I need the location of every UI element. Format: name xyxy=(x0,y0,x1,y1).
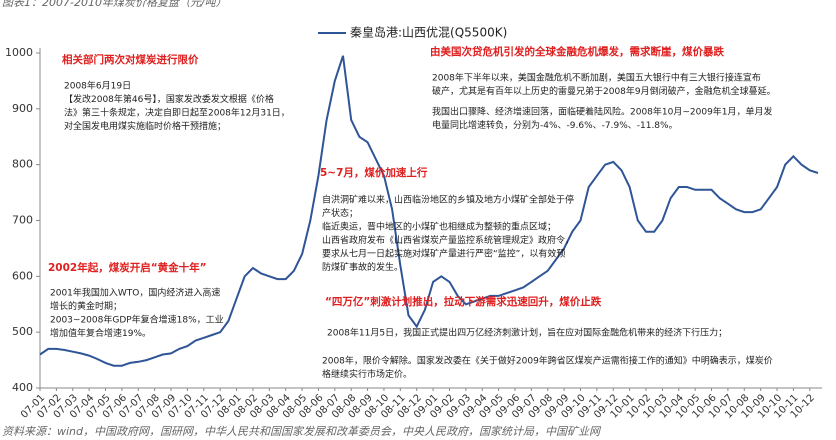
annotation-title: 5~7月，煤价加速上行 xyxy=(320,166,428,179)
annotation-line: 2008年下半年以来，美国金融危机不断加剧，美国五大银行中有三大银行接连宣布 xyxy=(432,72,761,84)
y-tick-label: 500 xyxy=(12,325,33,338)
annotation-title: 由美国次贷危机引发的全球金融危机爆发，需求断崖，煤价暴跌 xyxy=(430,45,724,58)
y-tick-label: 800 xyxy=(12,158,33,171)
annotation-title: 2002年起，煤炭开启“黄金十年” xyxy=(48,261,207,274)
annotation-line: 2008年，限价令解除。国家发改委在《关于做好2009年跨省区煤炭产运需衔接工作… xyxy=(322,355,773,367)
annotation-line: 2008年11月5日，我国正式提出四万亿经济刺激计划，旨在应对国际金融危机带来的… xyxy=(327,327,727,339)
y-tick-label: 1000 xyxy=(5,46,33,59)
annotation-line: 临近奥运，晋中地区的小煤矿也相继成为整顿的重点区域； xyxy=(322,221,556,233)
annotation-line: 我国出口骤降、经济增速回落，面临硬着陆风险。2008年10月~2009年1月，单… xyxy=(432,106,773,118)
annotation-line: 增加值年复合增速19%。 xyxy=(50,327,151,339)
annotation-line: 要求从七月一日起实施对煤矿产量进行严密“监控”，以有效预 xyxy=(322,248,565,260)
annotation-line: 【发改2008年第46号】，国家发改委发文根据《价格 xyxy=(64,93,274,105)
annotation-line: 格继续实行市场定价。 xyxy=(322,368,412,380)
chart-title: 图表1：2007-2010年煤炭价格复盘（元/吨） xyxy=(2,0,227,9)
y-tick-label: 600 xyxy=(12,269,33,282)
series-line xyxy=(39,55,819,367)
annotation-line: 防煤矿事故的发生。 xyxy=(322,261,403,273)
annotation-line: 2003~2008年GDP年复合增速18%，工业 xyxy=(50,314,224,326)
y-tick-label: 700 xyxy=(12,214,33,227)
annotation-line: 对全国发电用煤实施临时价格干预措施； xyxy=(64,120,226,132)
annotation-line: 2008年6月19日 xyxy=(64,80,131,92)
y-tick-label: 400 xyxy=(12,381,33,394)
annotation-line: 电量同比增速转负，分别为-4%、-9.6%、-7.9%、-11.8%。 xyxy=(432,119,678,131)
source-note: 资料来源：wind，中国政府网，国研网，中华人民共和国国家发展和改革委员会，中央… xyxy=(2,425,602,438)
annotation-line: 2001年我国加入WTO，国内经济进入高速 xyxy=(50,287,220,299)
y-tick-label: 900 xyxy=(12,102,33,115)
annotation-line: 法》第三十条规定，决定自即日起至2008年12月31日， xyxy=(64,107,290,119)
annotation-line: 产状态； xyxy=(322,207,358,219)
annotation-title: 相关部门两次对煤炭进行限价 xyxy=(62,53,199,66)
annotation-line: 破产，尤其是有百年以上历史的雷曼兄弟于2008年9月倒闭破产，金融危机全球蔓延。 xyxy=(432,85,776,97)
annotation-line: 自洪洞矿难以来，山西临汾地区的乡镇及地方小煤矿全部处于停 xyxy=(322,194,574,206)
annotation-title: “四万亿”刺激计划推出，拉动下游需求迅速回升，煤价止跌 xyxy=(325,295,602,308)
annotation-line: 山西省政府发布《山西省煤炭产量监控系统管理规定》政府令， xyxy=(322,234,574,246)
legend-label: 秦皇岛港:山西优混(Q5500K) xyxy=(350,25,507,40)
annotation-line: 增长的黄金时期； xyxy=(50,300,122,312)
